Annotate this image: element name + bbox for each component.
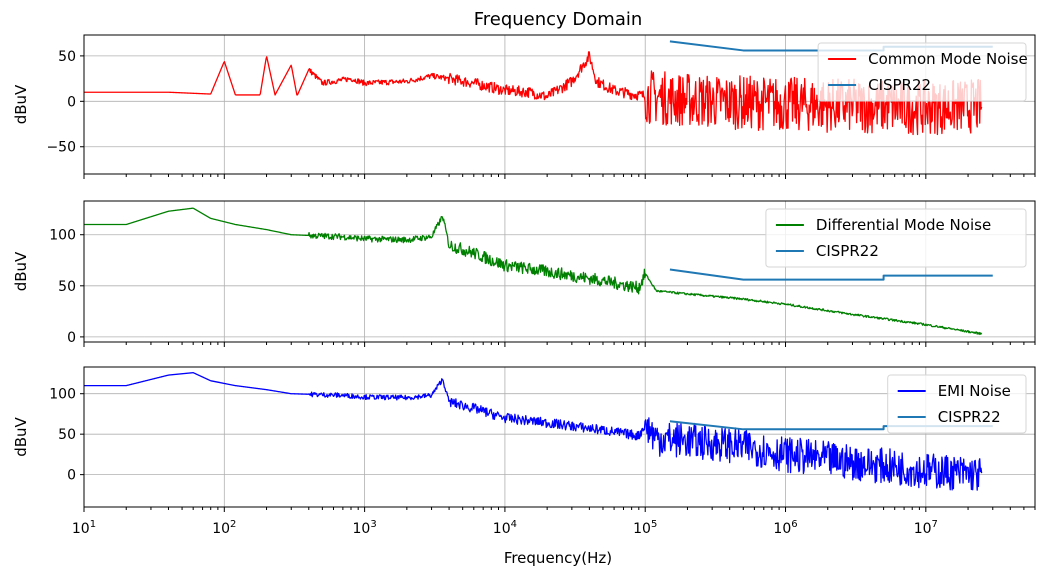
axes-frame: [83, 366, 1036, 508]
x-tick-label: 104: [493, 519, 517, 537]
legend: Differential Mode Noise CISPR22: [765, 208, 1027, 268]
y-tick-label: 50: [58, 279, 76, 295]
series-line-cispr22: [669, 268, 993, 281]
x-tick-label: 101: [72, 519, 96, 537]
subplot-1: −50 0 50 dBuV Common Mode Noise CISPR22: [12, 34, 1036, 179]
y-tick-label: 0: [67, 94, 76, 110]
legend-box: [765, 208, 1027, 268]
legend: EMI Noise CISPR22: [887, 374, 1027, 434]
legend-entry-label: Common Mode Noise: [868, 50, 1028, 68]
x-tick-label: 102: [212, 519, 236, 537]
plot-area: [84, 372, 993, 491]
x-axis-label: Frequency(Hz): [504, 549, 612, 567]
axes-frame: [83, 200, 1036, 343]
legend-entry-label: Differential Mode Noise: [816, 216, 991, 234]
subplot-3: 0 50 100 dBuV EMI Noise CISPR22 101 102 103 104 10…: [12, 366, 1036, 537]
x-tick-label: 105: [633, 519, 657, 537]
series-line-common-mode-noise: [84, 51, 983, 136]
plot-area: [84, 207, 993, 336]
y-tick-label: 0: [67, 468, 76, 484]
legend-entry-label: EMI Noise: [938, 382, 1011, 400]
y-tick-label: 0: [67, 330, 76, 346]
legend: Common Mode Noise CISPR22: [817, 42, 1028, 102]
legend-entry-label: CISPR22: [816, 242, 879, 260]
x-tick-label: 106: [773, 519, 797, 537]
x-tick-label: 103: [353, 519, 377, 537]
y-tick-label: 100: [49, 228, 76, 244]
y-tick-label: 50: [58, 49, 76, 65]
legend-entry-label: CISPR22: [868, 76, 931, 94]
legend-entry-label: CISPR22: [938, 408, 1001, 426]
subplot-group: −50 0 50 dBuV Common Mode Noise CISPR22 0 50 100…: [12, 34, 1036, 537]
chart-title: Frequency Domain: [474, 9, 643, 30]
legend-box: [817, 42, 1027, 102]
y-tick-label: 50: [58, 427, 76, 443]
x-tick-label: 107: [914, 519, 938, 537]
y-axis-label: dBuV: [12, 416, 30, 456]
subplot-2: 0 50 100 dBuV Differential Mode Noise CISPR22: [12, 200, 1036, 347]
axes-frame: [83, 34, 1036, 175]
y-tick-label: 100: [49, 387, 76, 403]
y-tick-label: −50: [46, 140, 76, 156]
y-axis-label: dBuV: [12, 251, 30, 291]
y-axis-label: dBuV: [12, 84, 30, 124]
legend-box: [887, 374, 1027, 434]
series-line-differential-mode-noise: [84, 207, 983, 336]
series-line-emi-noise: [84, 372, 983, 491]
